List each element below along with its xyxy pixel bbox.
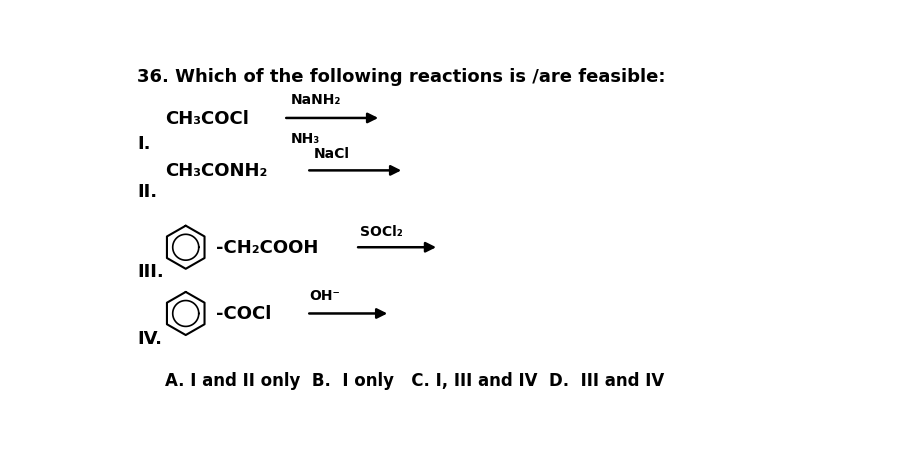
Text: I.: I. xyxy=(137,135,150,153)
Text: III.: III. xyxy=(137,263,164,280)
Text: NaCl: NaCl xyxy=(313,147,349,161)
Text: A. I and II only  B.  I only   C. I, III and IV  D.  III and IV: A. I and II only B. I only C. I, III and… xyxy=(165,371,664,389)
Text: -CH₂COOH: -CH₂COOH xyxy=(216,239,318,257)
Text: NaNH₂: NaNH₂ xyxy=(291,92,341,106)
Text: -COCl: -COCl xyxy=(216,305,271,323)
Text: 36. Which of the following reactions is /are feasible:: 36. Which of the following reactions is … xyxy=(137,67,665,85)
Text: IV.: IV. xyxy=(137,329,162,347)
Text: CH₃CONH₂: CH₃CONH₂ xyxy=(165,162,267,180)
Text: SOCl₂: SOCl₂ xyxy=(360,225,403,239)
Text: CH₃COCl: CH₃COCl xyxy=(165,110,248,128)
Text: OH⁻: OH⁻ xyxy=(310,289,340,302)
Text: II.: II. xyxy=(137,182,157,200)
Text: NH₃: NH₃ xyxy=(291,132,319,146)
